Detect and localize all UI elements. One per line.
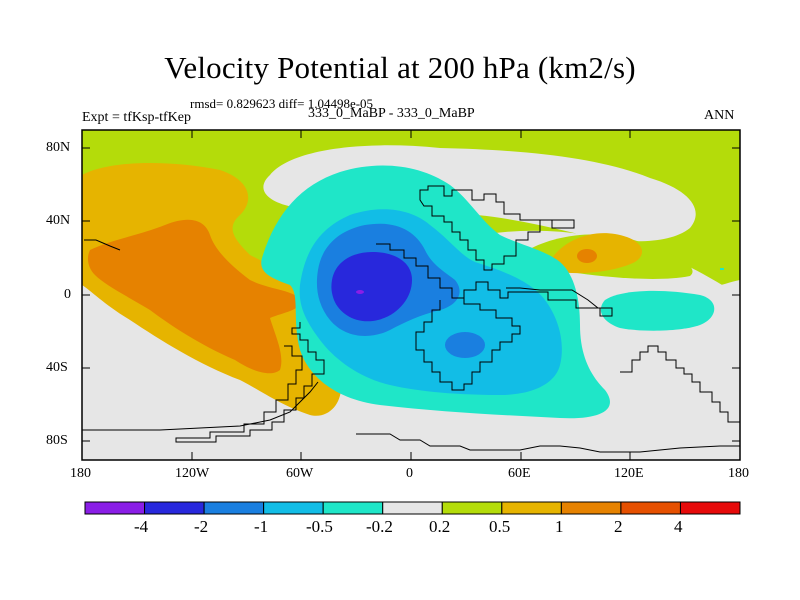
contour-field — [82, 130, 740, 460]
land-outline-east — [620, 345, 741, 430]
colorbar-swatch — [620, 501, 681, 515]
positive-east-core — [577, 249, 597, 263]
land-outline-south — [356, 433, 740, 453]
lon-label-60w: 60W — [286, 466, 314, 481]
colorbar-swatch — [203, 501, 265, 515]
lon-label-120e: 120E — [614, 466, 644, 481]
land-outlines — [82, 185, 741, 453]
land-outline-south-central — [415, 298, 521, 391]
colorbar-swatch — [560, 501, 622, 515]
season-label: ANN — [704, 108, 735, 123]
colorbar-swatch — [501, 501, 562, 515]
colorbar-label: -0.2 — [366, 517, 393, 536]
negative-south-core — [445, 332, 485, 358]
colorbar-label: -0.5 — [306, 517, 333, 536]
colorbar-label: -2 — [194, 517, 209, 536]
lon-label-180e: 180 — [728, 466, 749, 481]
colorbar-swatch — [441, 501, 503, 515]
lat-label-40s: 40S — [46, 360, 68, 375]
lon-label-180w: 180 — [70, 466, 91, 481]
negative-main-core — [331, 252, 412, 322]
colorbar-label: -1 — [254, 517, 269, 536]
negative-east-patch — [600, 290, 715, 331]
positive-west-core — [87, 219, 301, 374]
lat-label-0: 0 — [64, 287, 71, 302]
colorbar-label: 0.5 — [489, 517, 511, 536]
colorbar-label: -4 — [134, 517, 149, 536]
land-outline-west — [84, 239, 121, 251]
neutral-southwest-strip — [82, 380, 360, 460]
colorbar — [84, 501, 741, 515]
colorbar-label: 2 — [614, 517, 623, 536]
colorbar-label: 1 — [555, 517, 564, 536]
axis-ticks — [81, 130, 741, 460]
lon-label-60e: 60E — [508, 466, 531, 481]
land-outline-central — [376, 243, 613, 317]
lat-label-40n: 40N — [46, 213, 71, 228]
land-outline-southwest — [175, 322, 325, 443]
lat-label-80n: 80N — [46, 140, 71, 155]
land-outline-north — [419, 185, 575, 271]
stats-text: rmsd= 0.829623 diff= 1.04498e-05 — [190, 96, 374, 111]
colorbar-swatch — [382, 501, 443, 515]
negative-tiny-patch — [720, 268, 724, 270]
experiment-label: Expt = tfKsp-tfKep — [82, 110, 191, 125]
lon-label-0: 0 — [406, 466, 413, 481]
plot-title: Velocity Potential at 200 hPa (km2/s) — [164, 50, 636, 85]
colorbar-swatch — [322, 501, 384, 515]
lon-label-120w: 120W — [175, 466, 210, 481]
colorbar-swatch — [263, 501, 324, 515]
colorbar-label: 0.2 — [429, 517, 451, 536]
colorbar-label: 4 — [674, 517, 683, 536]
land-outline-coast — [82, 381, 319, 431]
case-label: 333_0_MaBP - 333_0_MaBP — [308, 106, 475, 121]
colorbar-swatch — [144, 501, 205, 515]
negative-extreme-dot — [356, 290, 364, 294]
colorbar-swatch — [679, 501, 741, 515]
lat-label-80s: 80S — [46, 433, 68, 448]
colorbar-swatch — [84, 501, 146, 515]
